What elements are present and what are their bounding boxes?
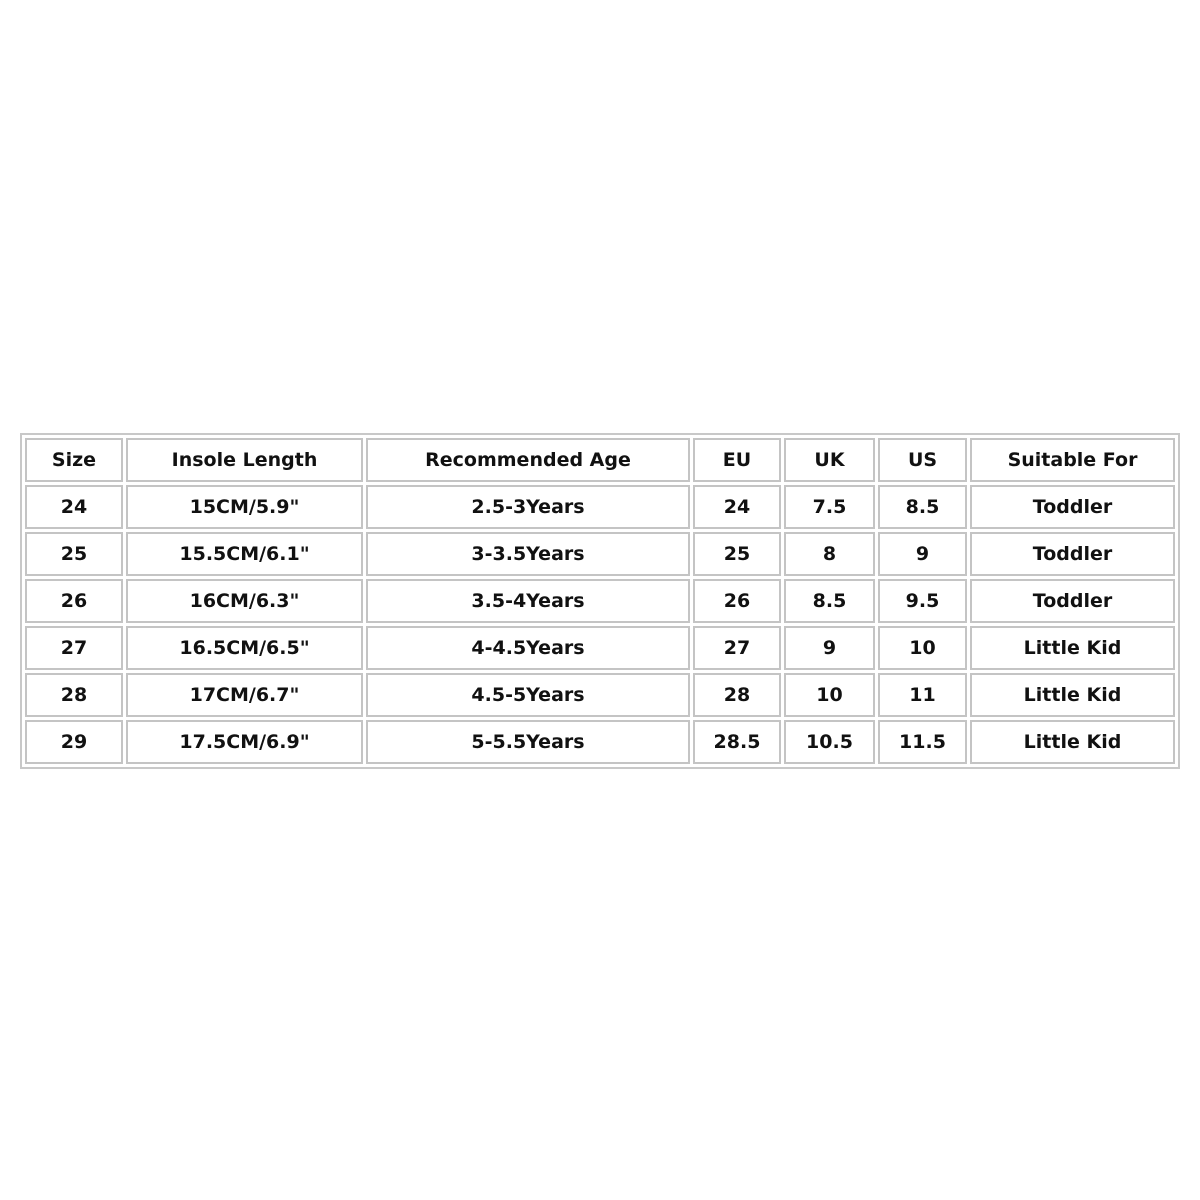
table-cell: 10.5 — [784, 720, 875, 764]
table-cell: 9 — [784, 626, 875, 670]
table-cell: 15.5CM/6.1" — [126, 532, 363, 576]
table-row: 25 15.5CM/6.1" 3-3.5Years 25 8 9 Toddler — [25, 532, 1175, 576]
table-cell: Toddler — [970, 579, 1175, 623]
table-cell: 26 — [25, 579, 123, 623]
table-cell: 8.5 — [784, 579, 875, 623]
table-cell: 25 — [693, 532, 781, 576]
table-cell: 16CM/6.3" — [126, 579, 363, 623]
table-cell: 4.5-5Years — [366, 673, 690, 717]
column-header: UK — [784, 438, 875, 482]
table-cell: 24 — [693, 485, 781, 529]
table-cell: 27 — [25, 626, 123, 670]
size-chart-table: Size Insole Length Recommended Age EU UK US Su… — [20, 433, 1180, 769]
table-row: 29 17.5CM/6.9" 5-5.5Years 28.5 10.5 11.5 Littl… — [25, 720, 1175, 764]
table-cell: 17.5CM/6.9" — [126, 720, 363, 764]
column-header: EU — [693, 438, 781, 482]
header-row: Size Insole Length Recommended Age EU UK US Su… — [25, 438, 1175, 482]
table-cell: 27 — [693, 626, 781, 670]
column-header: US — [878, 438, 967, 482]
table-cell: 8 — [784, 532, 875, 576]
table-cell: 3-3.5Years — [366, 532, 690, 576]
column-header: Suitable For — [970, 438, 1175, 482]
table-cell: 24 — [25, 485, 123, 529]
table-cell: 8.5 — [878, 485, 967, 529]
column-header: Insole Length — [126, 438, 363, 482]
table-cell: 28 — [25, 673, 123, 717]
table-cell: 2.5-3Years — [366, 485, 690, 529]
table-cell: Little Kid — [970, 673, 1175, 717]
table-cell: 5-5.5Years — [366, 720, 690, 764]
table-cell: 9.5 — [878, 579, 967, 623]
table-cell: 25 — [25, 532, 123, 576]
table-cell: 7.5 — [784, 485, 875, 529]
table-cell: 26 — [693, 579, 781, 623]
table-row: 26 16CM/6.3" 3.5-4Years 26 8.5 9.5 Toddler — [25, 579, 1175, 623]
table-row: 27 16.5CM/6.5" 4-4.5Years 27 9 10 Little Kid — [25, 626, 1175, 670]
column-header: Recommended Age — [366, 438, 690, 482]
table-cell: 3.5-4Years — [366, 579, 690, 623]
table-cell: 15CM/5.9" — [126, 485, 363, 529]
table-cell: 29 — [25, 720, 123, 764]
table-cell: 11 — [878, 673, 967, 717]
table-cell: Little Kid — [970, 626, 1175, 670]
table-cell: 10 — [784, 673, 875, 717]
column-header: Size — [25, 438, 123, 482]
table-cell: 9 — [878, 532, 967, 576]
table-cell: 17CM/6.7" — [126, 673, 363, 717]
table-cell: 10 — [878, 626, 967, 670]
table-cell: Toddler — [970, 532, 1175, 576]
table-cell: 11.5 — [878, 720, 967, 764]
table-cell: 4-4.5Years — [366, 626, 690, 670]
table-cell: 28.5 — [693, 720, 781, 764]
table-cell: Toddler — [970, 485, 1175, 529]
table-row: 28 17CM/6.7" 4.5-5Years 28 10 11 Little Kid — [25, 673, 1175, 717]
table-cell: Little Kid — [970, 720, 1175, 764]
table-cell: 28 — [693, 673, 781, 717]
table-cell: 16.5CM/6.5" — [126, 626, 363, 670]
table-row: 24 15CM/5.9" 2.5-3Years 24 7.5 8.5 Toddler — [25, 485, 1175, 529]
